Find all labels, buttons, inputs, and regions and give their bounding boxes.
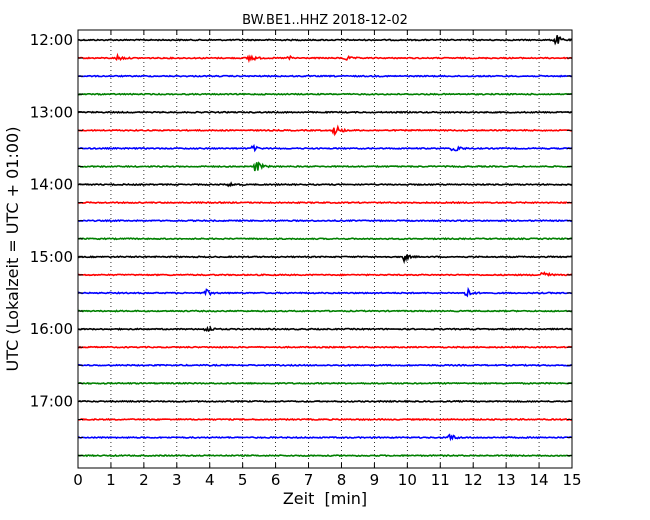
trace-1615	[77, 345, 573, 349]
trace-1645	[77, 381, 573, 385]
trace-1445	[77, 237, 573, 241]
x-tick-label-6: 6	[271, 471, 281, 489]
trace-1600	[77, 325, 573, 333]
x-axis-label: Zeit [min]	[283, 489, 367, 508]
x-tick-label-4: 4	[205, 471, 215, 489]
x-tick-label-1: 1	[106, 471, 116, 489]
trace-1630	[77, 363, 573, 367]
trace-1415	[77, 200, 573, 205]
x-tick-label-12: 12	[464, 471, 483, 489]
y-tick-label-4: 16:00	[30, 320, 73, 338]
trace-1515	[77, 271, 573, 277]
x-tick-label-9: 9	[370, 471, 380, 489]
y-tick-label-2: 14:00	[30, 176, 73, 194]
y-tick-label-1: 13:00	[30, 103, 73, 121]
x-tick-label-7: 7	[304, 471, 314, 489]
x-tick-label-13: 13	[497, 471, 516, 489]
trace-1745	[77, 453, 573, 458]
y-axis-label: UTC (Lokalzeit = UTC + 01:00)	[3, 127, 22, 372]
x-tick-label-15: 15	[562, 471, 581, 489]
x-tick-label-8: 8	[337, 471, 347, 489]
trace-1245	[77, 92, 573, 96]
trace-1530	[77, 286, 573, 298]
trace-1300	[77, 110, 573, 114]
trace-1330	[77, 143, 573, 153]
trace-1400	[77, 181, 573, 188]
trace-1545	[77, 309, 573, 313]
y-tick-label-3: 15:00	[30, 248, 73, 266]
trace-1215	[77, 52, 573, 64]
x-axis: 0 1 2 3 4 5 6 7 8 9 10 11 12 13 14 15	[73, 30, 582, 489]
trace-1315	[77, 124, 573, 137]
trace-1715	[77, 417, 573, 422]
y-tick-label-0: 12:00	[30, 31, 73, 49]
chart-title: BW.BE1..HHZ 2018-12-02	[242, 13, 408, 28]
trace-1345	[77, 161, 573, 172]
trace-1700	[77, 399, 573, 404]
trace-1200	[77, 35, 573, 46]
x-tick-label-11: 11	[431, 471, 450, 489]
x-tick-label-5: 5	[238, 471, 248, 489]
y-tick-label-5: 17:00	[30, 392, 73, 410]
x-tick-label-14: 14	[530, 471, 549, 489]
plot-frame	[77, 29, 573, 469]
trace-1730	[77, 433, 573, 442]
x-tick-label-10: 10	[398, 471, 417, 489]
y-axis: 12:00 13:00 14:00 15:00 16:00 17:00	[30, 31, 572, 457]
trace-1230	[77, 74, 573, 78]
x-tick-label-2: 2	[139, 471, 149, 489]
trace-1500	[77, 254, 573, 265]
x-tick-label-0: 0	[73, 471, 83, 489]
traces	[77, 35, 573, 458]
x-tick-label-3: 3	[172, 471, 182, 489]
trace-1430	[77, 219, 573, 223]
